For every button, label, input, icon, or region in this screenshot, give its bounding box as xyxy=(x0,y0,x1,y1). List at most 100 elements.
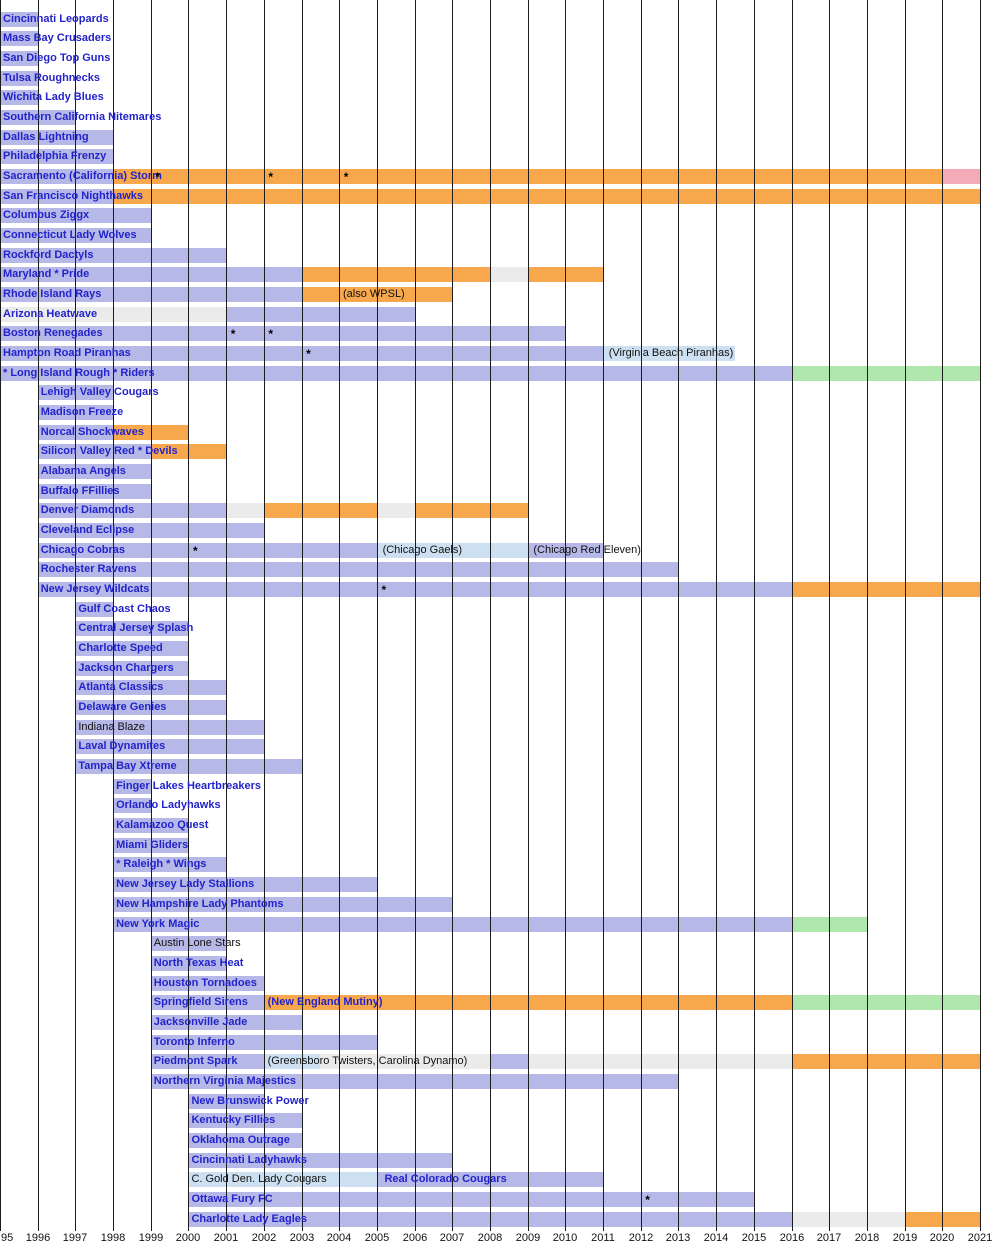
team-label[interactable]: New Jersey Wildcats xyxy=(40,583,150,596)
team-label[interactable]: Piedmont Spark xyxy=(153,1055,238,1068)
team-label[interactable]: * Long Island Rough * Riders xyxy=(3,366,155,379)
timeline-bar-segment xyxy=(226,503,264,519)
axis-year-label: 2016 xyxy=(779,1232,805,1244)
team-label[interactable]: Arizona Heatwave xyxy=(3,307,98,320)
team-label[interactable]: * Raleigh * Wings xyxy=(116,858,207,871)
team-label[interactable]: New Jersey Lady Stallions xyxy=(116,878,255,891)
team-label[interactable]: Southern California Nitemares xyxy=(3,110,162,123)
championship-asterisk: * xyxy=(381,583,387,598)
timeline-bar-segment xyxy=(489,267,528,283)
timeline-bar-segment xyxy=(791,995,980,1011)
year-gridline xyxy=(151,0,152,1231)
team-label[interactable]: Orlando Ladyhawks xyxy=(116,799,221,812)
team-label[interactable]: Hampton Road Piranhas xyxy=(3,347,131,360)
timeline-bar-segment xyxy=(75,660,189,676)
team-label[interactable]: Springfield Sirens xyxy=(153,996,248,1009)
team-label[interactable]: New York Magic xyxy=(116,917,200,930)
team-label[interactable]: Rockford Dactyls xyxy=(3,248,94,261)
axis-year-label: 1996 xyxy=(25,1232,51,1244)
axis-year-label: 2010 xyxy=(552,1232,578,1244)
team-label[interactable]: Delaware Genies xyxy=(78,701,167,714)
team-label[interactable]: San Francisco Nighthawks xyxy=(3,189,143,202)
team-label[interactable]: Jacksonville Jade xyxy=(153,1015,248,1028)
team-label[interactable]: Rhode Island Rays xyxy=(3,288,102,300)
team-label[interactable]: Cincinnati Ladyhawks xyxy=(191,1153,307,1166)
team-label[interactable]: Boston Renegades xyxy=(3,327,103,340)
timeline-bar-segment xyxy=(0,326,566,342)
team-label[interactable]: Philadelphia Frenzy xyxy=(3,150,107,163)
team-label[interactable]: Charlotte Speed xyxy=(78,642,163,655)
team-label[interactable]: New Brunswick Power xyxy=(191,1094,309,1107)
timeline-bar-segment xyxy=(37,483,151,499)
team-label[interactable]: Tulsa Roughnecks xyxy=(3,71,100,84)
team-label[interactable]: Alabama Angels xyxy=(40,465,126,478)
team-label[interactable]: Cleveland Eclipse xyxy=(40,524,135,537)
team-label[interactable]: Lehigh Valley Cougars xyxy=(40,386,159,399)
axis-year-label: 2013 xyxy=(665,1232,691,1244)
timeline-bar-segment xyxy=(75,719,264,735)
team-label[interactable]: Kalamazoo Quest xyxy=(116,819,209,832)
team-label[interactable]: Denver Diamonds xyxy=(40,504,135,517)
team-label[interactable]: Kentucky Fillies xyxy=(191,1114,276,1127)
annotation-label[interactable]: Real Colorado Cougars xyxy=(384,1173,507,1186)
team-label[interactable]: Madison Freeze xyxy=(40,406,124,419)
team-label[interactable]: Laval Dynamites xyxy=(78,740,166,753)
team-label[interactable]: Northern Virginia Majestics xyxy=(153,1074,296,1087)
year-gridline xyxy=(339,0,340,1231)
team-label[interactable]: Mass Bay Crusaders xyxy=(3,32,112,45)
year-gridline xyxy=(264,0,265,1231)
axis-year-label: 2004 xyxy=(326,1232,352,1244)
team-label[interactable]: Jackson Chargers xyxy=(78,661,174,674)
team-label[interactable]: San Diego Top Guns xyxy=(3,51,111,64)
team-label[interactable]: Miami Gliders xyxy=(116,838,189,851)
team-label[interactable]: Atlanta Classics xyxy=(78,681,164,694)
team-label[interactable]: Silicon Valley Red * Devils xyxy=(40,445,178,458)
annotation-label: (Virginia Beach Piranhas) xyxy=(608,347,734,360)
timeline-bar-segment xyxy=(113,424,189,440)
timeline-bar-segment xyxy=(75,621,189,637)
timeline-bar-segment xyxy=(376,1172,604,1188)
championship-asterisk: * xyxy=(343,169,349,184)
team-label[interactable]: Gulf Coast Chaos xyxy=(78,602,171,615)
team-label[interactable]: Houston Tornadoes xyxy=(153,976,257,989)
team-label[interactable]: Finger Lakes Heartbreakers xyxy=(116,779,261,792)
championship-asterisk: * xyxy=(155,169,160,184)
team-label[interactable]: Rochester Ravens xyxy=(40,563,137,576)
annotation-label[interactable]: (New England Mutiny) xyxy=(267,996,383,1009)
team-label[interactable]: Dallas Lightning xyxy=(3,130,89,143)
year-gridline xyxy=(188,0,189,1231)
team-label[interactable]: Norcal Shockwaves xyxy=(40,425,145,438)
team-label[interactable]: Wichita Lady Blues xyxy=(3,91,104,104)
team-label[interactable]: Columbus Ziggx xyxy=(3,209,90,222)
axis-year-label: 2018 xyxy=(854,1232,880,1244)
timeline-bar-segment xyxy=(376,503,415,519)
team-label[interactable]: Buffalo FFillies xyxy=(40,484,120,497)
timeline-bar-segment xyxy=(791,1211,905,1227)
timeline-bar-segment xyxy=(75,601,114,617)
timeline-bar-segment xyxy=(150,975,264,991)
team-label[interactable]: Oklahoma Outrage xyxy=(191,1133,290,1146)
timeline-bar-segment xyxy=(37,523,264,539)
championship-asterisk: * xyxy=(230,327,236,342)
team-label[interactable]: Maryland * Pride xyxy=(3,268,90,281)
team-label[interactable]: Toronto Inferno xyxy=(153,1035,235,1048)
timeline-bar-segment xyxy=(603,346,735,362)
axis-year-label: 2017 xyxy=(816,1232,842,1244)
team-label[interactable]: New Hampshire Lady Phantoms xyxy=(116,897,284,910)
timeline-bar-segment xyxy=(0,11,38,27)
team-label[interactable]: Chicago Cobras xyxy=(40,543,126,556)
team-label[interactable]: Sacramento (California) Storm xyxy=(3,169,162,182)
team-label[interactable]: Charlotte Lady Eagles xyxy=(191,1212,307,1225)
team-label[interactable]: North Texas Heat xyxy=(153,956,244,969)
team-label[interactable]: Central Jersey Splash xyxy=(78,622,194,635)
team-label[interactable]: Ottawa Fury FC xyxy=(191,1192,273,1205)
timeline-bar-segment xyxy=(263,503,377,519)
timeline-bar-segment xyxy=(489,1054,528,1070)
axis-year-label: 2006 xyxy=(402,1232,428,1244)
timeline-bar-segment xyxy=(75,739,264,755)
axis-year-label: 1998 xyxy=(100,1232,126,1244)
team-label[interactable]: Connecticut Lady Wolves xyxy=(3,228,137,241)
team-label[interactable]: Tampa Bay Xtreme xyxy=(78,760,177,773)
year-gridline xyxy=(377,0,378,1231)
team-label[interactable]: Cincinnati Leopards xyxy=(3,12,109,25)
